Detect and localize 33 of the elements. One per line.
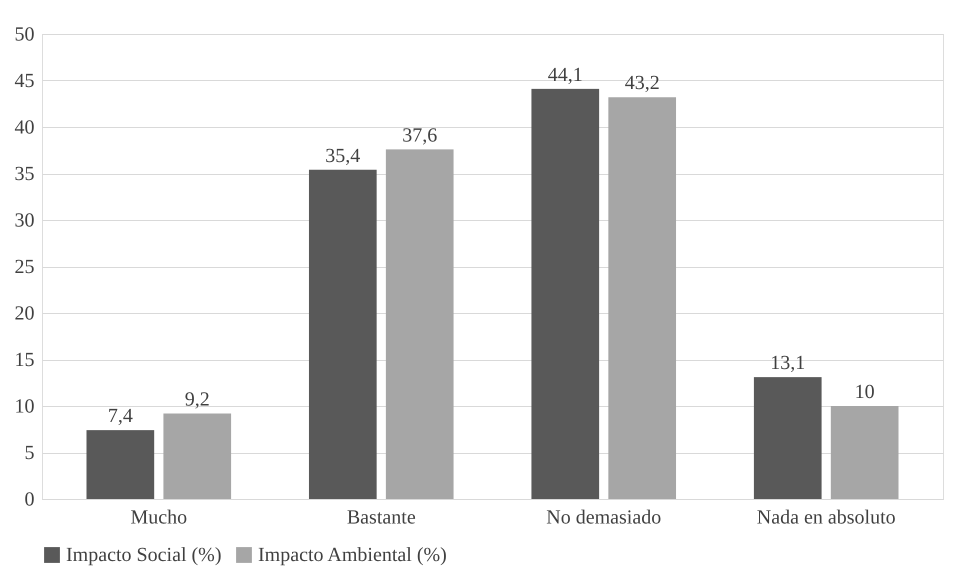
bar <box>86 430 154 499</box>
legend-label: Impacto Social (%) <box>66 544 222 566</box>
bar <box>163 413 232 499</box>
y-tick-label: 5 <box>24 442 34 464</box>
y-tick-label: 35 <box>14 163 34 185</box>
y-tick-label: 30 <box>14 210 34 232</box>
x-tick-label: Nada en absoluto <box>756 506 896 528</box>
data-label: 13,1 <box>770 352 806 374</box>
x-tick-label: No demasiado <box>546 506 662 528</box>
data-label: 7,4 <box>108 405 133 428</box>
x-tick-label: Bastante <box>346 506 416 528</box>
legend-label: Impacto Ambiental (%) <box>258 544 447 566</box>
data-label: 43,2 <box>624 72 660 94</box>
y-tick-label: 50 <box>14 24 34 46</box>
data-label: 44,1 <box>548 64 583 86</box>
data-label: 37,6 <box>402 124 438 146</box>
bar <box>386 149 454 499</box>
bar <box>308 170 377 499</box>
y-tick-label: 25 <box>14 256 34 278</box>
bar <box>754 377 822 499</box>
bar <box>608 97 676 499</box>
data-label: 9,2 <box>184 388 210 410</box>
x-tick-label: Mucho <box>130 506 188 528</box>
y-tick-label: 0 <box>24 488 34 510</box>
y-tick-label: 45 <box>14 70 34 92</box>
y-tick-label: 15 <box>14 349 34 371</box>
data-label: 35,4 <box>325 144 360 167</box>
y-tick-label: 20 <box>14 302 34 324</box>
data-label: 10 <box>854 381 875 403</box>
y-tick-label: 40 <box>14 116 34 138</box>
y-tick-label: 10 <box>14 396 34 418</box>
bar <box>830 406 899 499</box>
bar <box>531 88 600 499</box>
